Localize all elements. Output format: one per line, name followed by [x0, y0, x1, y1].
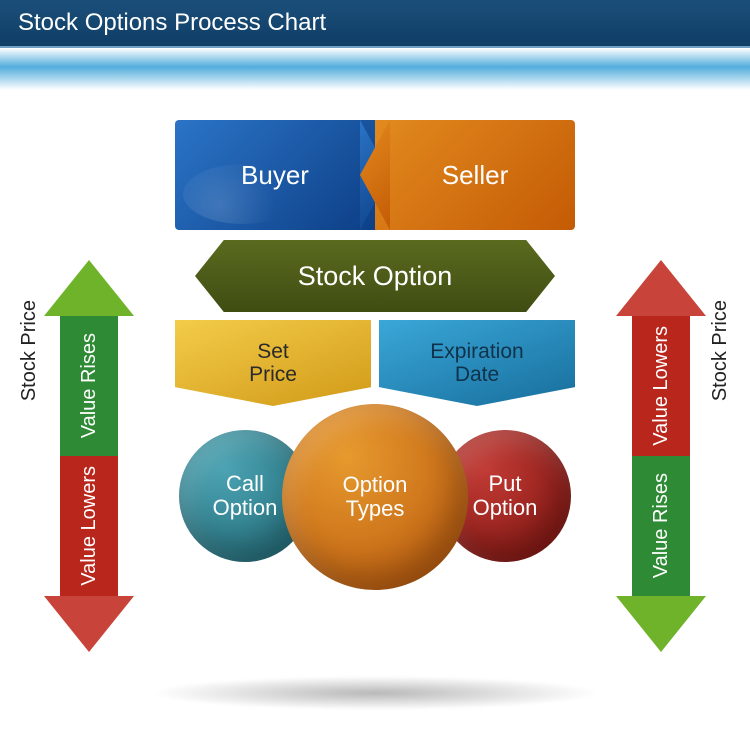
- buyer-label: Buyer: [241, 160, 309, 191]
- right-arrow-bottom-segment: Value Rises: [632, 456, 690, 596]
- left-arrow-bottom-text: Value Lowers: [78, 466, 101, 586]
- left-arrow: Value Rises Value Lowers: [44, 260, 134, 652]
- buyer-box: Buyer: [175, 120, 375, 230]
- right-arrow-top-segment: Value Lowers: [632, 316, 690, 456]
- arrow-up-icon: [616, 260, 706, 316]
- option-types-circle: Option Types: [282, 404, 468, 590]
- left-arrow-bottom-segment: Value Lowers: [60, 456, 118, 596]
- left-arrow-top-segment: Value Rises: [60, 316, 118, 456]
- diagram-stage: Value Rises Value Lowers Value Lowers Va…: [0, 100, 750, 750]
- right-arrow-bottom-text: Value Rises: [650, 473, 673, 578]
- center-flow: Buyer Seller Stock Option Set Price Expi…: [175, 120, 575, 612]
- stock-option-label: Stock Option: [298, 261, 453, 292]
- arrow-up-icon: [44, 260, 134, 316]
- header-gradient: [0, 48, 750, 90]
- expiration-tab: Expiration Date: [379, 320, 575, 406]
- arrow-down-icon: [616, 596, 706, 652]
- seller-label: Seller: [442, 160, 508, 191]
- right-arrow-top-text: Value Lowers: [650, 326, 673, 446]
- page-title: Stock Options Process Chart: [18, 9, 326, 37]
- arrow-down-icon: [44, 596, 134, 652]
- call-option-label: Call Option: [213, 472, 278, 520]
- option-types-row: Call Option Option Types Put Option: [175, 402, 575, 612]
- stock-option-hex: Stock Option: [195, 240, 555, 312]
- right-arrow: Value Lowers Value Rises: [616, 260, 706, 652]
- ground-shadow: [150, 676, 600, 710]
- expiration-label: Expiration Date: [430, 340, 523, 386]
- put-option-label: Put Option: [473, 472, 538, 520]
- left-arrow-top-text: Value Rises: [78, 333, 101, 438]
- set-price-label: Set Price: [249, 340, 297, 386]
- stock-option-row: Stock Option: [175, 240, 575, 312]
- attributes-row: Set Price Expiration Date: [175, 320, 575, 406]
- left-arrow-shaft: Value Rises Value Lowers: [60, 316, 118, 596]
- set-price-tab: Set Price: [175, 320, 371, 406]
- seller-box: Seller: [375, 120, 575, 230]
- buyer-seller-row: Buyer Seller: [175, 120, 575, 230]
- right-arrow-shaft: Value Lowers Value Rises: [632, 316, 690, 596]
- option-types-label: Option Types: [343, 473, 408, 521]
- page-title-bar: Stock Options Process Chart: [0, 0, 750, 46]
